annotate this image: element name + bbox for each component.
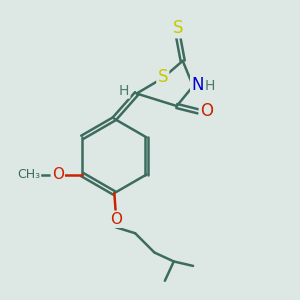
Text: H: H bbox=[119, 84, 129, 98]
Text: N: N bbox=[191, 76, 204, 94]
Text: H: H bbox=[204, 79, 214, 92]
Text: CH₃: CH₃ bbox=[17, 168, 40, 181]
Text: S: S bbox=[173, 19, 184, 37]
Text: S: S bbox=[158, 68, 168, 86]
Text: O: O bbox=[52, 167, 64, 182]
Text: O: O bbox=[200, 102, 213, 120]
Text: O: O bbox=[110, 212, 122, 227]
